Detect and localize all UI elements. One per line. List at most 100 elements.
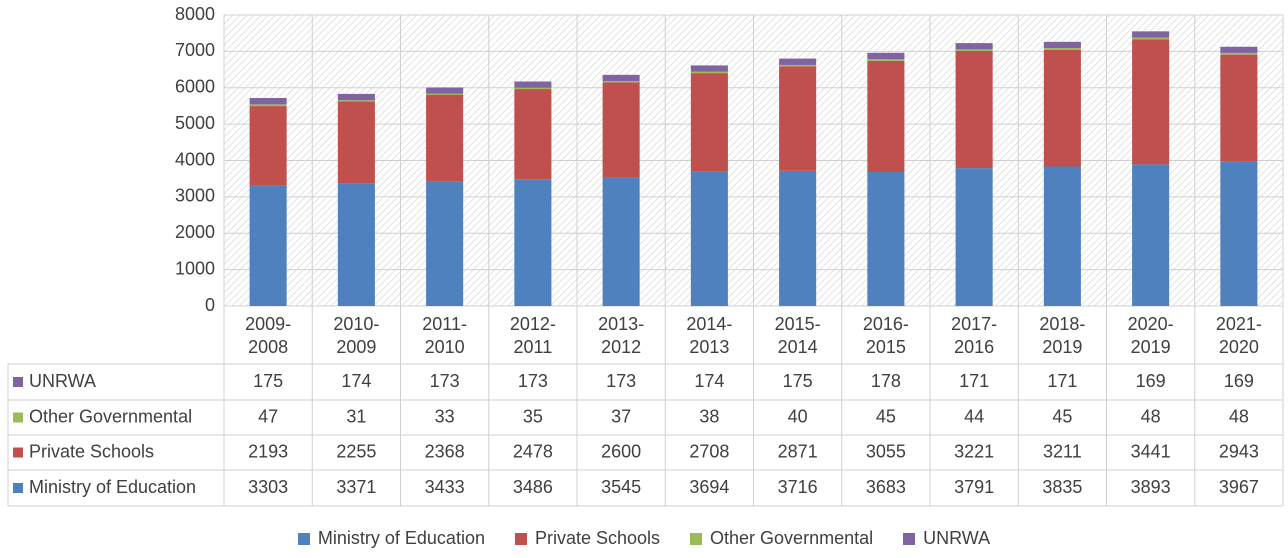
bar-segment bbox=[426, 94, 464, 182]
bar-segment bbox=[1043, 48, 1081, 50]
table-value: 2871 bbox=[778, 441, 818, 461]
y-tick-label: 6000 bbox=[175, 77, 215, 97]
legend: Ministry of Education Private Schools Othe… bbox=[0, 528, 1288, 549]
bar-segment bbox=[602, 81, 640, 83]
bar-segment bbox=[337, 183, 375, 306]
table-value: 3303 bbox=[248, 477, 288, 497]
table-value: 2255 bbox=[336, 441, 376, 461]
table-value: 173 bbox=[518, 371, 548, 391]
y-tick-label: 2000 bbox=[175, 222, 215, 242]
table-value: 3545 bbox=[601, 477, 641, 497]
bar-segment bbox=[249, 185, 287, 306]
table-value: 3791 bbox=[954, 477, 994, 497]
legend-item: Other Governmental bbox=[690, 528, 873, 549]
x-tick-label: 2018-2019 bbox=[1039, 314, 1086, 357]
bar-segment bbox=[1132, 164, 1170, 306]
y-tick-label: 5000 bbox=[175, 113, 215, 133]
x-tick-label: 2012-2011 bbox=[509, 314, 556, 357]
bar-segment bbox=[1132, 31, 1170, 38]
bar-segment bbox=[1132, 39, 1170, 165]
table-value: 40 bbox=[788, 406, 808, 426]
legend-label: Other Governmental bbox=[710, 528, 874, 548]
table-value: 3486 bbox=[513, 477, 553, 497]
bar-segment bbox=[779, 170, 817, 306]
bar-segment bbox=[1220, 52, 1258, 55]
y-tick-label: 7000 bbox=[175, 40, 215, 60]
bar-segment bbox=[514, 87, 552, 90]
table-value: 45 bbox=[1052, 406, 1072, 426]
table-key bbox=[13, 483, 23, 493]
bar-segment bbox=[867, 59, 905, 61]
bar-segment bbox=[1220, 54, 1258, 162]
table-value: 3221 bbox=[954, 441, 994, 461]
bar-segment bbox=[779, 66, 817, 171]
bar-segment bbox=[779, 64, 817, 67]
table-value: 3893 bbox=[1131, 477, 1171, 497]
bar-segment bbox=[514, 81, 552, 88]
legend-swatch bbox=[690, 532, 703, 545]
bar-segment bbox=[337, 100, 375, 102]
bar-segment bbox=[1220, 161, 1258, 306]
table-key bbox=[13, 377, 23, 387]
table-value: 2600 bbox=[601, 441, 641, 461]
x-tick-label: 2017-2016 bbox=[951, 314, 998, 357]
table-row-label: Other Governmental bbox=[29, 406, 192, 426]
bar-segment bbox=[602, 82, 640, 178]
table-value: 175 bbox=[253, 371, 283, 391]
legend-label: UNRWA bbox=[923, 528, 991, 548]
x-tick-label: 2020-2019 bbox=[1127, 314, 1174, 357]
table-value: 2708 bbox=[689, 441, 729, 461]
bar-segment bbox=[955, 168, 993, 306]
bar-segment bbox=[1132, 37, 1170, 40]
table-value: 3441 bbox=[1131, 441, 1171, 461]
bar-segment bbox=[249, 98, 287, 105]
y-tick-label: 1000 bbox=[175, 258, 215, 278]
bar-segment bbox=[337, 101, 375, 184]
x-tick-label: 2021-2020 bbox=[1215, 314, 1262, 357]
table-value: 3967 bbox=[1219, 477, 1259, 497]
bar-segment bbox=[514, 89, 552, 180]
bar-segment bbox=[426, 87, 464, 94]
bar-segment bbox=[867, 52, 905, 60]
table-value: 37 bbox=[611, 406, 631, 426]
table-value: 31 bbox=[346, 406, 366, 426]
table-value: 45 bbox=[876, 406, 896, 426]
y-tick-label: 8000 bbox=[175, 4, 215, 24]
table-value: 2943 bbox=[1219, 441, 1259, 461]
table-value: 3211 bbox=[1043, 441, 1082, 461]
table-value: 171 bbox=[959, 371, 989, 391]
table-value: 3055 bbox=[866, 441, 906, 461]
table-value: 3371 bbox=[336, 477, 376, 497]
bar-segment bbox=[1043, 41, 1081, 49]
table-key bbox=[13, 412, 23, 423]
table-value: 2368 bbox=[425, 441, 465, 461]
x-tick-label: 2011-2010 bbox=[422, 314, 467, 357]
bar-segment bbox=[779, 58, 817, 65]
y-tick-label: 4000 bbox=[175, 149, 215, 169]
table-value: 174 bbox=[341, 371, 371, 391]
bar-segment bbox=[867, 60, 905, 173]
table-value: 48 bbox=[1229, 406, 1249, 426]
table-value: 3683 bbox=[866, 477, 906, 497]
legend-item: Ministry of Education bbox=[297, 528, 485, 549]
bar-segment bbox=[514, 179, 552, 306]
x-tick-label: 2009-2008 bbox=[245, 314, 292, 357]
x-tick-label: 2010-2009 bbox=[333, 314, 380, 357]
legend-swatch bbox=[903, 532, 916, 545]
table-value: 2193 bbox=[248, 441, 288, 461]
bar-segment bbox=[249, 104, 287, 107]
legend-label: Private Schools bbox=[534, 528, 661, 548]
table-value: 174 bbox=[694, 371, 724, 391]
table-value: 3433 bbox=[425, 477, 465, 497]
bar-segment bbox=[690, 171, 728, 306]
bar-segment bbox=[867, 172, 905, 306]
y-tick-label: 3000 bbox=[175, 186, 215, 206]
x-tick-label: 2016-2015 bbox=[862, 314, 909, 357]
bar-segment bbox=[955, 50, 993, 169]
bar-segment bbox=[249, 106, 287, 186]
legend-item: Private Schools bbox=[514, 528, 661, 549]
bar-segment bbox=[955, 49, 993, 51]
table-row-label: Ministry of Education bbox=[29, 477, 196, 497]
